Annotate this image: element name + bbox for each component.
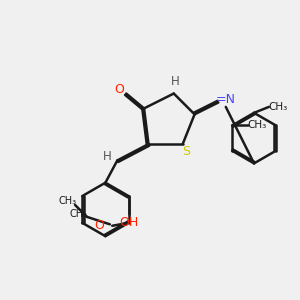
Text: CH₃: CH₃ <box>268 102 287 112</box>
Text: S: S <box>182 145 190 158</box>
Text: CH₃: CH₃ <box>248 121 267 130</box>
Text: CH₃: CH₃ <box>58 196 77 206</box>
Text: O: O <box>114 82 124 96</box>
Text: H: H <box>103 150 111 163</box>
Text: =N: =N <box>216 93 236 106</box>
Text: CH₂: CH₂ <box>69 209 87 219</box>
Text: H: H <box>171 75 180 88</box>
Text: O: O <box>94 219 104 232</box>
Text: OH: OH <box>119 216 138 229</box>
